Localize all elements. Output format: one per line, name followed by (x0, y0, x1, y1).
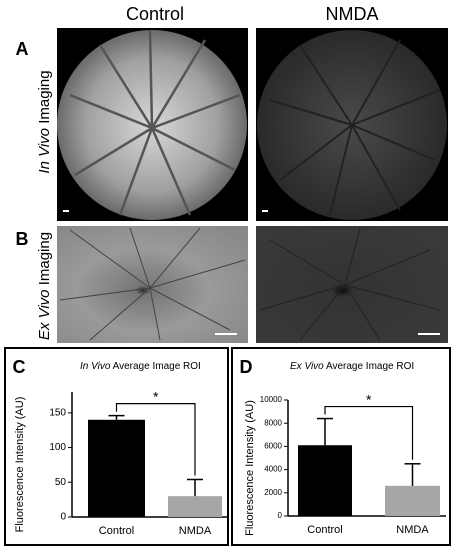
panel-frame (231, 347, 451, 546)
error-bar (404, 463, 421, 486)
column-header: Control (126, 4, 184, 24)
error-bar (108, 414, 125, 420)
significance-bracket (115, 403, 196, 476)
y-tick-label: 100 (49, 442, 66, 453)
vessels (69, 29, 241, 216)
y-tick-label: 8000 (264, 418, 282, 427)
image (256, 226, 448, 343)
row-label: In Vivo Imaging (36, 70, 53, 173)
error-bar (187, 478, 203, 497)
y-tick-label: 2000 (264, 488, 282, 497)
panel-frame (4, 347, 229, 546)
chart-title-emphasis: In Vivo (80, 361, 111, 372)
vessels (59, 227, 246, 341)
x-tick-label: NMDA (396, 524, 429, 536)
bar (298, 445, 352, 516)
error-bar (317, 417, 333, 446)
chart-title: Ex Vivo Average Image ROI (290, 361, 414, 372)
x-tick-label: Control (307, 524, 342, 536)
x-tick-label: Control (99, 525, 134, 537)
scale-bar (215, 333, 237, 335)
chart-title-emphasis: Ex Vivo (290, 361, 324, 372)
scale-bar (418, 333, 440, 335)
chart-title-rest: Average Image ROI (110, 361, 200, 372)
scale-bar (262, 210, 268, 212)
panel-label: C (13, 357, 26, 377)
bar (168, 496, 222, 517)
significance-bracket (324, 405, 414, 460)
y-tick-label: 150 (49, 407, 66, 418)
row-label: Ex Vivo Imaging (36, 232, 53, 340)
panel-label: D (240, 357, 253, 377)
chart-title: In Vivo Average Image ROI (80, 361, 201, 372)
row-label-rest: Imaging (36, 232, 53, 290)
x-tick-label: NMDA (179, 525, 212, 537)
row-label-emphasis: Ex Vivo (36, 289, 53, 340)
bar (88, 419, 145, 517)
y-tick-label: 4000 (264, 465, 282, 474)
vessels (269, 39, 441, 216)
chart-title-rest: Average Image ROI (324, 361, 414, 372)
y-tick-label: 0 (60, 512, 66, 523)
column-header: NMDA (326, 4, 379, 24)
y-axis-label: Fluorescence Intensity (AU) (244, 400, 256, 536)
vessels (259, 227, 441, 341)
row-label-rest: Imaging (36, 70, 53, 128)
bar (385, 485, 440, 516)
panel-label: B (16, 229, 29, 249)
y-tick-label: 6000 (264, 442, 282, 451)
y-tick-label: 50 (55, 477, 67, 488)
y-axis-label: Fluorescence Intensity (AU) (14, 397, 26, 533)
significance-annotation: * (366, 391, 372, 407)
panel-label: A (16, 39, 29, 59)
significance-annotation: * (153, 388, 159, 404)
y-tick-label: 0 (278, 511, 283, 520)
row-label-emphasis: In Vivo (36, 128, 53, 174)
y-tick-label: 10000 (260, 395, 283, 404)
scale-bar (63, 210, 69, 212)
